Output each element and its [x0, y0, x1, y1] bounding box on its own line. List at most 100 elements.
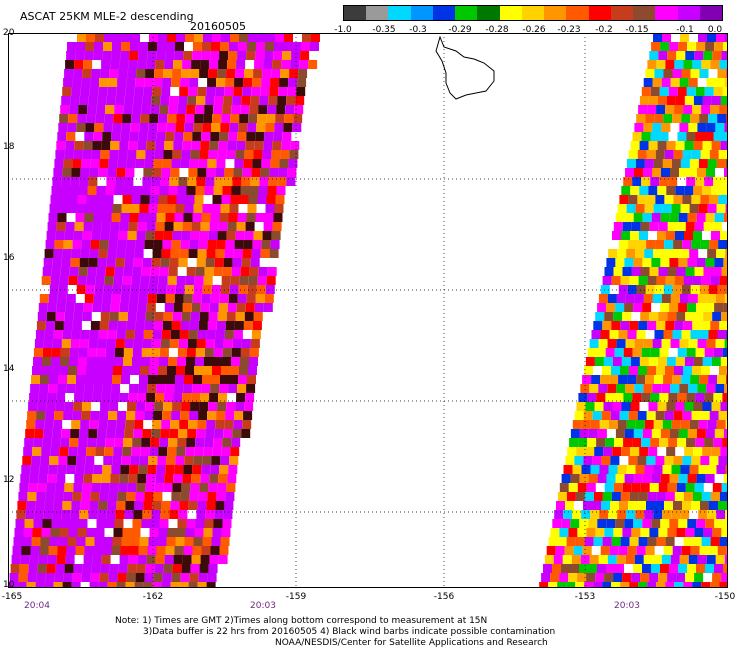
swath-cell — [603, 357, 613, 366]
graticule — [8, 33, 728, 588]
swath-cell — [123, 105, 133, 114]
swath-cell — [691, 150, 701, 159]
swath-cell — [89, 249, 99, 258]
swath-cell — [692, 60, 702, 69]
swath-cell — [702, 402, 712, 411]
swath-cell — [153, 411, 163, 420]
swath-cell — [582, 546, 592, 555]
swath-cell — [116, 168, 126, 177]
swath-cell — [35, 420, 45, 429]
swath-cell — [183, 294, 193, 303]
swath-cell — [572, 420, 582, 429]
swath-cell — [65, 303, 75, 312]
swath-cell — [91, 564, 101, 573]
swath-cell — [692, 321, 702, 330]
swath-cell — [214, 339, 224, 348]
swath-cell — [62, 87, 72, 96]
swath-cell — [662, 249, 672, 258]
swath-cell — [217, 402, 227, 411]
swath-cell — [94, 204, 104, 213]
swath-cell — [167, 33, 176, 42]
swath-cell — [614, 348, 624, 357]
swath-cell — [684, 141, 694, 150]
swath-cell — [175, 123, 185, 132]
swath-cell — [209, 393, 219, 402]
swath-cell — [218, 303, 228, 312]
swath-cell — [125, 249, 135, 258]
swath-cell — [165, 465, 175, 474]
swath-cell — [213, 186, 223, 195]
swath-cell — [287, 87, 297, 96]
swath-cell — [114, 519, 124, 528]
swath-cell — [245, 141, 255, 150]
swath-cell — [213, 105, 223, 114]
swath-cell — [643, 339, 653, 348]
swath-cell — [146, 60, 156, 69]
swath-cell — [678, 42, 688, 51]
swath-cell — [73, 231, 83, 240]
swath-cell — [628, 240, 638, 249]
swath-cell — [127, 312, 137, 321]
swath-cell — [222, 186, 232, 195]
swath-cell — [103, 537, 113, 546]
swath-cell — [611, 321, 621, 330]
swath-cell — [56, 141, 66, 150]
swath-cell — [212, 195, 222, 204]
swath-cell — [694, 267, 704, 276]
swath-cell — [608, 465, 618, 474]
swath-cell — [42, 357, 51, 366]
colorbar-segment — [677, 6, 700, 20]
swath-cell — [240, 348, 250, 357]
colorbar-segment — [544, 6, 567, 20]
swath-cell — [623, 393, 633, 402]
swath-cell — [31, 537, 41, 546]
swath-cell — [665, 582, 675, 588]
swath-cell — [35, 582, 45, 588]
swath-cell — [247, 42, 256, 51]
swath-cell — [159, 519, 169, 528]
swath-cell — [677, 348, 687, 357]
swath-cell — [78, 438, 88, 447]
swath-cell — [631, 483, 641, 492]
swath-cell — [47, 303, 57, 312]
swath-cell — [240, 357, 249, 366]
swath-cell — [236, 60, 246, 69]
swath-cell — [225, 321, 235, 330]
swath-cell — [570, 519, 580, 528]
swath-cell — [678, 474, 688, 483]
swath-cell — [684, 96, 694, 105]
swath-cell — [669, 213, 679, 222]
swath-cell — [26, 420, 36, 429]
swath-cell — [176, 276, 186, 285]
swath-cell — [135, 492, 145, 501]
swath-cell — [202, 537, 212, 546]
swath-cell — [683, 60, 693, 69]
swath-cell — [141, 357, 150, 366]
swath-cell — [723, 429, 728, 438]
swath-cell — [665, 276, 675, 285]
swath-cell — [671, 204, 681, 213]
swath-cell — [79, 510, 89, 519]
swath-cell — [670, 294, 680, 303]
swath-cell — [129, 132, 139, 141]
swath-cell — [666, 96, 676, 105]
swath-cell — [663, 546, 673, 555]
swath-cell — [113, 528, 123, 537]
swath-cell — [583, 501, 592, 510]
swath-cell — [597, 564, 606, 573]
swath-cell — [241, 96, 251, 105]
swath-cell — [188, 87, 198, 96]
swath-cell — [67, 204, 77, 213]
swath-cell — [134, 501, 144, 510]
swath-cell — [38, 555, 48, 564]
swath-cell — [50, 447, 60, 456]
swath-cell — [629, 582, 639, 588]
swath-cell — [55, 312, 65, 321]
swath-cell — [129, 51, 139, 60]
swath-cell — [616, 384, 626, 393]
swath-cell — [238, 375, 247, 384]
swath-cell — [52, 339, 62, 348]
swath-cell — [684, 357, 694, 366]
swath-cell — [78, 348, 88, 357]
swath-cell — [250, 96, 260, 105]
